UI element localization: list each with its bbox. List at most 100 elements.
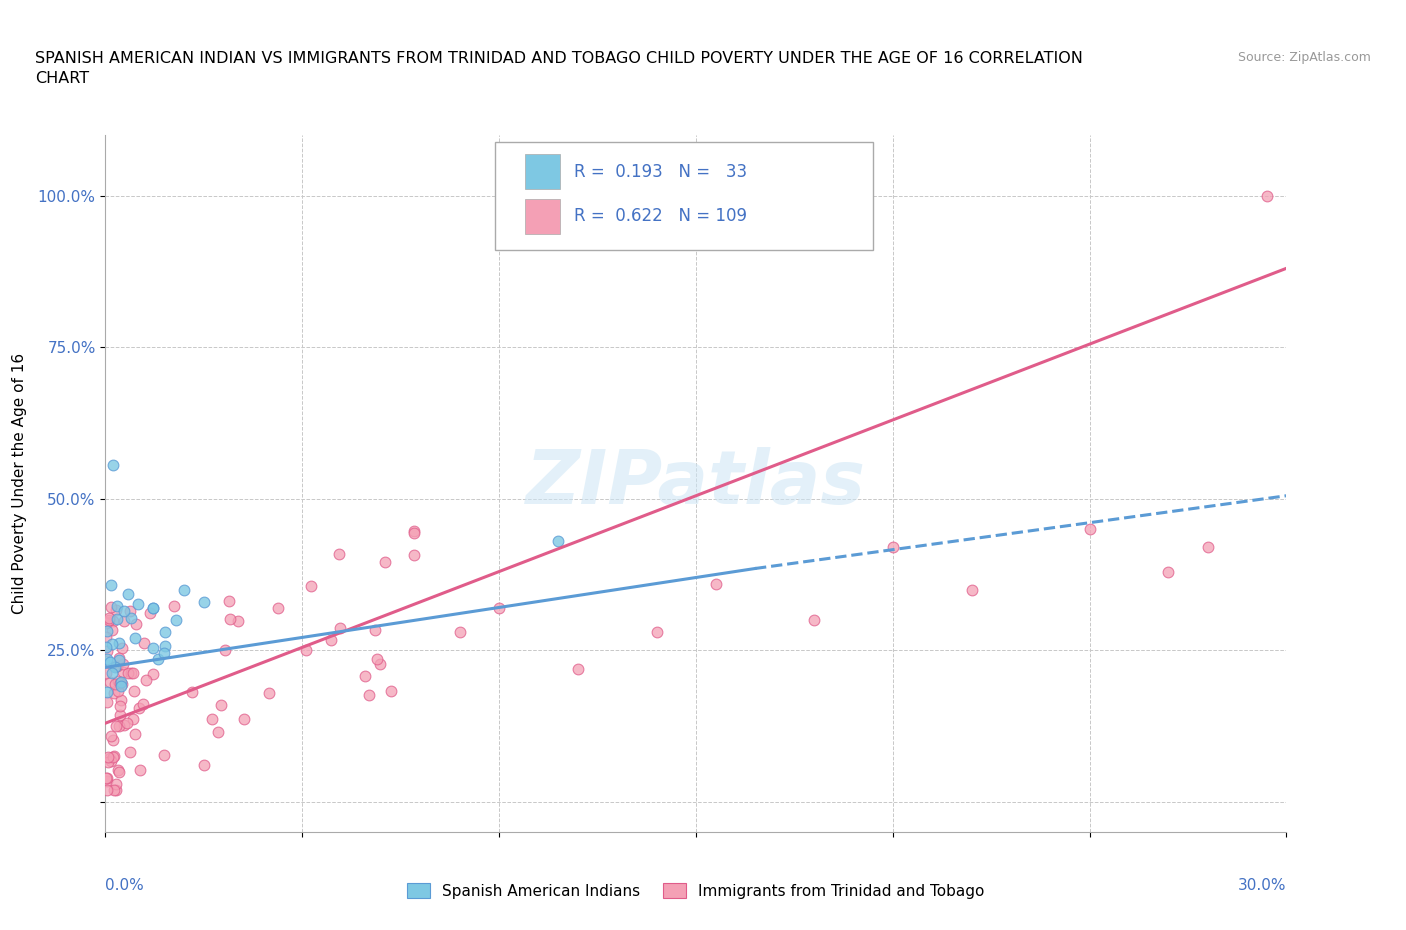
Point [101,665,124,680]
Point [117,587,139,602]
Point [96,644,118,658]
Point [354,669,377,684]
Point [98,675,121,690]
Point [228,614,250,629]
Point [117,666,139,681]
Text: Source: ZipAtlas.com: Source: ZipAtlas.com [1237,51,1371,64]
Point [105,603,128,618]
Point [111,657,134,671]
Point [107,763,129,777]
Text: SPANISH AMERICAN INDIAN VS IMMIGRANTS FROM TRINIDAD AND TOBAGO CHILD POVERTY UND: SPANISH AMERICAN INDIAN VS IMMIGRANTS FR… [35,51,1083,86]
Point [142,600,165,615]
Point [142,667,165,682]
Point [803,613,825,628]
Point [1078,522,1101,537]
Point [1256,188,1278,203]
Point [96,770,118,785]
Point [295,643,318,658]
Point [110,692,132,707]
Point [153,625,176,640]
Point [107,684,129,698]
Point [101,750,124,764]
Point [97,615,120,630]
Point [96,624,118,639]
Point [299,578,322,593]
Point [181,684,204,699]
Point [124,631,146,645]
Point [257,685,280,700]
Point [96,685,118,700]
Point [94,630,117,644]
Point [146,652,169,667]
Text: 0.0%: 0.0% [105,878,145,893]
Point [357,687,380,702]
Point [103,458,125,472]
Point [112,604,135,618]
Point [104,658,127,673]
Point [105,782,128,797]
Point [112,664,135,679]
Point [100,578,122,592]
Point [402,524,425,538]
Point [219,612,242,627]
Point [96,782,118,797]
Point [567,661,589,676]
Point [134,636,156,651]
Point [319,632,342,647]
Point [142,601,165,616]
Point [103,685,125,700]
Point [488,601,510,616]
Point [882,539,904,554]
Point [96,770,118,785]
Point [960,582,983,597]
Point [111,641,134,656]
Point [101,733,124,748]
Point [153,748,176,763]
Point [122,684,145,698]
Point [153,646,176,661]
Text: 30.0%: 30.0% [1239,878,1286,893]
Point [105,658,128,673]
FancyBboxPatch shape [495,142,873,250]
Point [704,577,727,591]
Point [96,616,118,631]
Point [100,600,122,615]
Point [193,594,215,609]
Point [232,712,254,727]
Point [201,711,224,726]
Point [94,640,117,655]
Point [108,698,131,713]
Point [127,596,149,611]
Point [100,637,122,652]
Point [110,678,132,693]
Point [1157,565,1180,579]
Point [105,719,128,734]
Point [94,665,117,680]
Point [103,782,125,797]
Point [328,546,350,561]
Point [645,625,668,640]
Y-axis label: Child Poverty Under the Age of 16: Child Poverty Under the Age of 16 [11,353,27,614]
Point [96,694,118,709]
Point [121,666,143,681]
Point [98,751,121,765]
Point [112,717,135,732]
Point [96,774,118,789]
Point [97,750,120,764]
Point [105,599,128,614]
Point [100,753,122,768]
Point [165,613,187,628]
Point [108,719,131,734]
Point [139,605,162,620]
Point [120,610,142,625]
Point [105,612,128,627]
Point [1197,539,1219,554]
Point [110,675,132,690]
Point [125,617,148,631]
Point [173,582,195,597]
Point [218,593,240,608]
Point [101,622,124,637]
Point [129,763,152,777]
Text: ZIPatlas: ZIPatlas [526,447,866,520]
Point [402,548,425,563]
